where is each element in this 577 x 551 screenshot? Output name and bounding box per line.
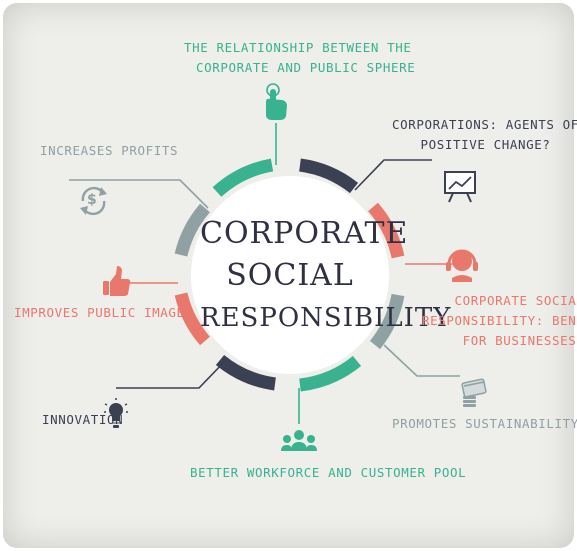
center-title-line-2: SOCIAL bbox=[226, 258, 354, 293]
inner-circle bbox=[191, 176, 389, 374]
ring-segment-gray-left bbox=[174, 203, 211, 257]
label-relationship-line-1: THE RELATIONSHIP BETWEEN THE bbox=[184, 40, 412, 55]
connector-profits bbox=[69, 179, 209, 209]
center-title-line-1: CORPORATE bbox=[200, 216, 409, 251]
label-relationship: THE RELATIONSHIP BETWEEN THE CORPORATE A… bbox=[184, 38, 415, 78]
label-workforce: BETTER WORKFORCE AND CUSTOMER POOL bbox=[190, 465, 467, 480]
label-profits: INCREASES PROFITS bbox=[40, 143, 179, 158]
label-public-image: IMPROVES PUBLIC IMAGE bbox=[14, 305, 185, 320]
center-title-line-3: RESPONSIBILITY bbox=[200, 303, 452, 333]
lightbulb-icon bbox=[104, 398, 128, 428]
pointer-hand-icon bbox=[266, 83, 287, 120]
presentation-chart-icon bbox=[444, 171, 476, 203]
ring-segment-navy-top-right bbox=[298, 158, 359, 194]
label-agents-line-1: CORPORATIONS: AGENTS OF bbox=[392, 117, 577, 132]
label-innovation: INNOVATION bbox=[42, 412, 124, 427]
money-stack-icon bbox=[461, 378, 487, 407]
label-benefits-line-3: FOR BUSINESSES bbox=[462, 333, 577, 348]
connector-innovation bbox=[116, 359, 227, 389]
label-benefits: CORPORATE SOCIAL RESPONSIBILITY: BENEFIT… bbox=[422, 291, 577, 351]
label-benefits-line-1: CORPORATE SOCIAL bbox=[454, 293, 577, 308]
label-agents: CORPORATIONS: AGENTS OF POSITIVE CHANGE? bbox=[392, 115, 577, 155]
connector-sustainability bbox=[383, 344, 460, 377]
ring-segment-gray-right bbox=[369, 293, 405, 350]
label-benefits-line-2: RESPONSIBILITY: BENEFITS bbox=[422, 313, 577, 328]
ring-segment-salmon-right bbox=[367, 202, 405, 259]
headset-icon bbox=[446, 249, 478, 282]
ring-segment-teal-top bbox=[212, 158, 274, 197]
thumbs-up-icon bbox=[103, 266, 131, 296]
ring-segment-salmon-left bbox=[174, 292, 211, 346]
dollar-glyph: $ bbox=[87, 192, 98, 208]
ring-segment-teal-bottom bbox=[299, 355, 362, 392]
connector-agents bbox=[354, 159, 432, 191]
dollar-cycle-icon bbox=[80, 186, 107, 216]
team-icon bbox=[281, 430, 317, 451]
label-sustainability: PROMOTES SUSTAINABILITY bbox=[392, 416, 577, 431]
label-agents-line-2: POSITIVE CHANGE? bbox=[420, 137, 551, 152]
label-relationship-line-2: CORPORATE AND PUBLIC SPHERE bbox=[196, 60, 416, 75]
center-title: CORPORATE SOCIAL RESPONSIBILITY bbox=[200, 213, 452, 339]
